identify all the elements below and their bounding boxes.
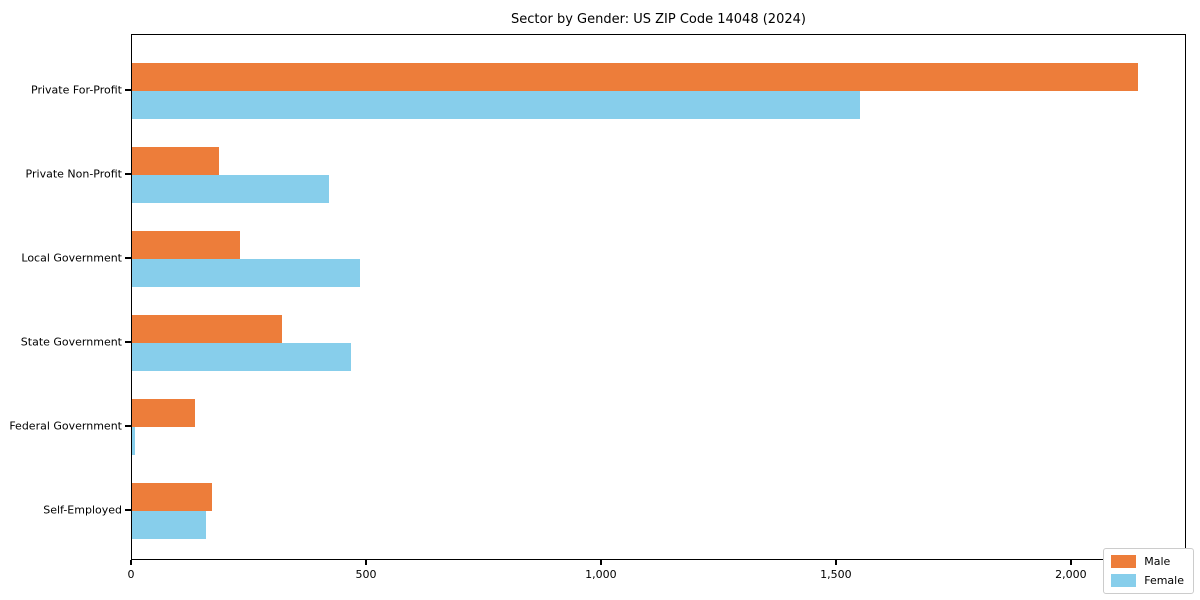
legend-label-male: Male [1144,555,1171,568]
bar-male-4 [132,315,283,343]
y-tick-mark [125,89,131,91]
bar-male-6 [132,483,212,511]
male-swatch-icon [1111,555,1137,568]
y-tick-label: Private For-Profit [31,83,122,97]
chart-title: Sector by Gender: US ZIP Code 14048 (202… [511,12,806,27]
bar-male-5 [132,399,196,427]
bar-female-2 [132,175,330,203]
x-tick-label: 2,000 [1055,568,1087,581]
x-tick-label: 0 [127,568,135,581]
y-tick-label: Private Non-Profit [25,167,122,181]
y-tick-mark [125,173,131,175]
y-tick-label: Self-Employed [43,503,122,517]
bar-male-1 [132,63,1138,91]
legend-item-male: Male [1111,555,1184,568]
x-tick-label: 1,000 [585,568,617,581]
bar-female-6 [132,511,207,539]
x-tick-label: 1,500 [820,568,852,581]
legend-label-female: Female [1144,574,1184,587]
female-swatch-icon [1111,574,1137,587]
x-tick-mark [130,560,132,565]
x-tick-mark [365,560,367,565]
y-tick-mark [125,257,131,259]
y-tick-mark [125,425,131,427]
y-tick-label: Federal Government [9,419,122,433]
x-tick-mark [835,560,837,565]
bar-male-2 [132,147,219,175]
bar-female-5 [132,427,136,455]
x-tick-mark [1070,560,1072,565]
y-tick-label: State Government [20,335,122,349]
plot-area [131,34,1186,560]
x-tick-mark [600,560,602,565]
bar-female-4 [132,343,351,371]
legend-item-female: Female [1111,574,1184,587]
bar-male-3 [132,231,241,259]
legend: Male Female [1103,548,1194,594]
bar-female-1 [132,91,861,119]
y-tick-mark [125,341,131,343]
bar-female-3 [132,259,360,287]
y-tick-mark [125,509,131,511]
y-tick-label: Local Government [21,251,122,265]
x-tick-label: 500 [355,568,377,581]
